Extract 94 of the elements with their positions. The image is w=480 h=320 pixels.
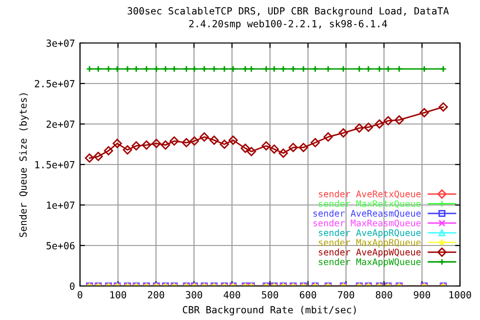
chart-subtitle: 2.4.20smp web100-2.2.1, sk98-6.1.4 (189, 20, 388, 30)
point (438, 102, 448, 112)
point (210, 65, 218, 72)
point (384, 65, 392, 72)
point (364, 122, 374, 132)
point (376, 65, 383, 72)
point (374, 119, 384, 129)
point (132, 65, 140, 72)
point (354, 123, 364, 133)
chart-title: 300sec ScalableTCP DRS, UDP CBR Background Load, DataTA (128, 6, 449, 16)
y-tick-label: 2e+07 (46, 120, 74, 128)
point (114, 65, 121, 72)
point (340, 65, 347, 72)
point (240, 144, 250, 153)
point (270, 144, 279, 154)
point (394, 115, 404, 125)
point (152, 65, 160, 72)
x-tick-label: 800 (376, 291, 392, 298)
x-tick-label: 300 (186, 291, 202, 298)
legend-label: sender MaxAppRQueue (318, 238, 421, 248)
point (152, 138, 162, 148)
point (228, 136, 238, 145)
point (220, 65, 228, 72)
point (242, 65, 249, 72)
point (270, 65, 278, 72)
point (160, 140, 170, 150)
point (200, 132, 209, 142)
point (170, 136, 179, 146)
point (122, 145, 132, 155)
point (324, 132, 333, 142)
point (396, 65, 403, 72)
x-tick-label: 200 (148, 291, 164, 298)
point (420, 108, 429, 118)
x-tick-label: 100 (110, 291, 126, 298)
x-tick-label: 700 (338, 291, 354, 298)
point (312, 65, 319, 72)
point (142, 140, 152, 150)
x-tick-label: 500 (262, 291, 278, 298)
point (230, 65, 237, 72)
x-tick-label: 0 (78, 291, 82, 298)
y-tick-label: 3e+07 (46, 40, 74, 47)
y-tick-label: 5e+06 (46, 242, 75, 250)
y-axis-title: Sender Queue Size (bytes) (19, 93, 29, 238)
point (290, 65, 297, 72)
point (200, 65, 208, 72)
legend-label: sender MaxAppWQueue (318, 258, 421, 267)
point (278, 148, 288, 158)
point (220, 140, 230, 149)
point (182, 65, 190, 72)
point (124, 65, 131, 72)
point (246, 146, 256, 156)
point (105, 65, 112, 72)
legend-label: sender AveAppWQueue (318, 248, 421, 258)
point (84, 153, 94, 163)
point (182, 138, 192, 148)
x-tick-label: 1000 (449, 291, 472, 298)
point (288, 142, 298, 152)
point (170, 65, 178, 72)
x-tick-label: 400 (224, 291, 240, 298)
legend-label: sender AveRetxQueue (318, 190, 421, 198)
point (356, 65, 363, 72)
point (248, 65, 255, 72)
point (190, 65, 198, 72)
legend-label: sender MaxRetxQueue (318, 200, 421, 208)
point (162, 65, 169, 72)
legend-label: sender MaxReasmQueue (313, 219, 421, 228)
y-tick-label: 0 (70, 282, 75, 290)
y-tick-label: 1.5e+07 (35, 161, 74, 168)
point (420, 65, 428, 72)
point (132, 141, 141, 150)
point (338, 128, 348, 138)
legend-label: sender AveAppRQueue (318, 229, 421, 238)
x-tick-label: 900 (414, 291, 430, 298)
point (364, 65, 372, 72)
point (190, 136, 200, 146)
point (262, 141, 271, 150)
point (143, 65, 150, 72)
point (112, 138, 122, 148)
legend-label: sender AveReasmQueue (313, 210, 421, 218)
point (94, 65, 102, 72)
y-tick-label: 1e+07 (47, 202, 74, 209)
point (384, 116, 393, 126)
point (298, 142, 308, 152)
x-tick-label: 600 (300, 291, 316, 298)
point (280, 65, 287, 72)
point (262, 65, 270, 72)
point (324, 65, 332, 72)
y-tick-label: 2.5e+07 (34, 80, 74, 88)
point (94, 152, 103, 162)
point (310, 138, 320, 148)
x-axis-title: CBR Background Rate (mbit/sec) (182, 306, 356, 316)
point (104, 146, 114, 156)
point (300, 65, 307, 72)
point (210, 136, 219, 145)
